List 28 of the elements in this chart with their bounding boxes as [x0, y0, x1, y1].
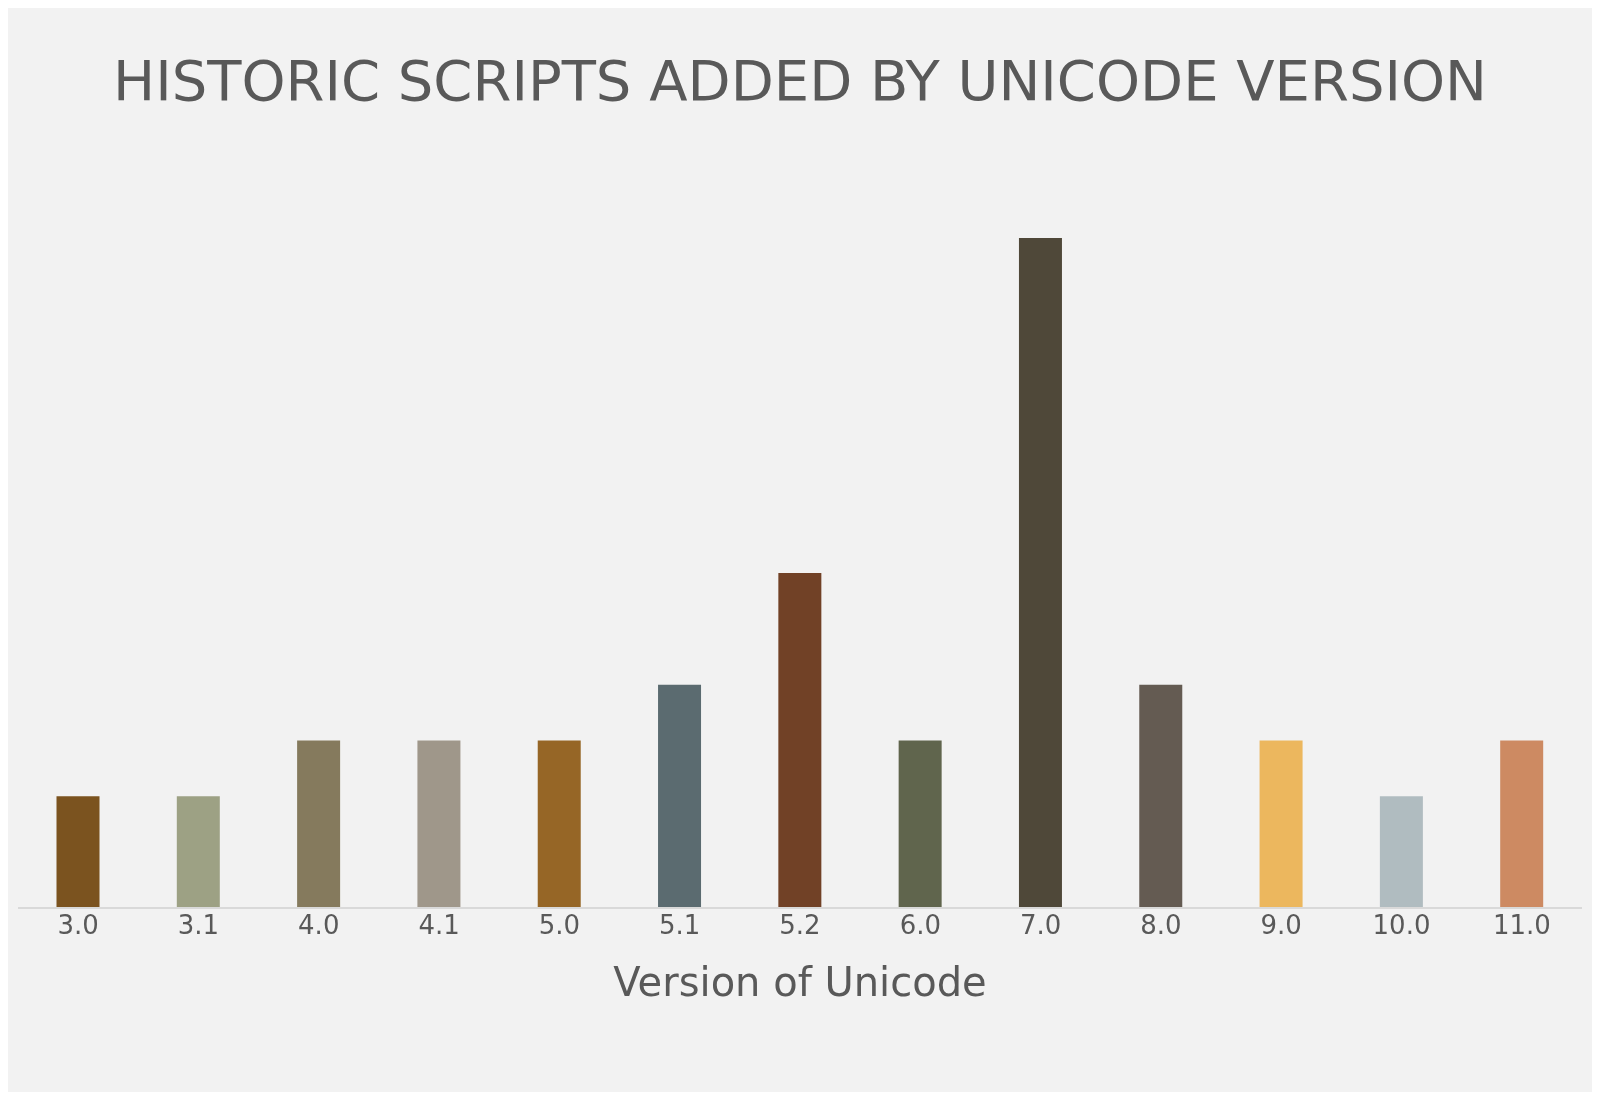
bar [1018, 238, 1062, 908]
x-tick-label: 10.0 [1372, 910, 1431, 941]
x-tick-label: 4.0 [298, 910, 340, 941]
bar [1139, 684, 1183, 908]
bar [1259, 740, 1303, 908]
x-tick-label: 7.0 [1019, 910, 1062, 941]
x-tick-label: 5.0 [538, 910, 581, 941]
bar [537, 740, 581, 908]
x-tick-label: 5.2 [779, 910, 821, 941]
x-tick-label: 9.0 [1260, 910, 1302, 941]
bar [658, 684, 702, 908]
x-tick-label: 11.0 [1492, 910, 1551, 941]
bar [176, 796, 220, 908]
bar [56, 796, 100, 908]
bar [297, 740, 341, 908]
x-tick-label: 6.0 [899, 910, 941, 941]
bar [778, 573, 822, 908]
x-tick-label: 8.0 [1140, 910, 1182, 941]
bar [1500, 740, 1544, 908]
bar [898, 740, 942, 908]
x-tick-label: 5.1 [659, 910, 701, 941]
chart-title: HISTORIC SCRIPTS ADDED BY UNICODE VERSION [112, 48, 1488, 113]
x-tick-label: 3.1 [177, 910, 220, 941]
bar [417, 740, 461, 908]
x-tick-label: 4.1 [418, 910, 460, 941]
bar [1379, 796, 1423, 908]
x-tick-label: 3.0 [57, 910, 99, 941]
x-axis-title: Version of Unicode [613, 959, 987, 1006]
